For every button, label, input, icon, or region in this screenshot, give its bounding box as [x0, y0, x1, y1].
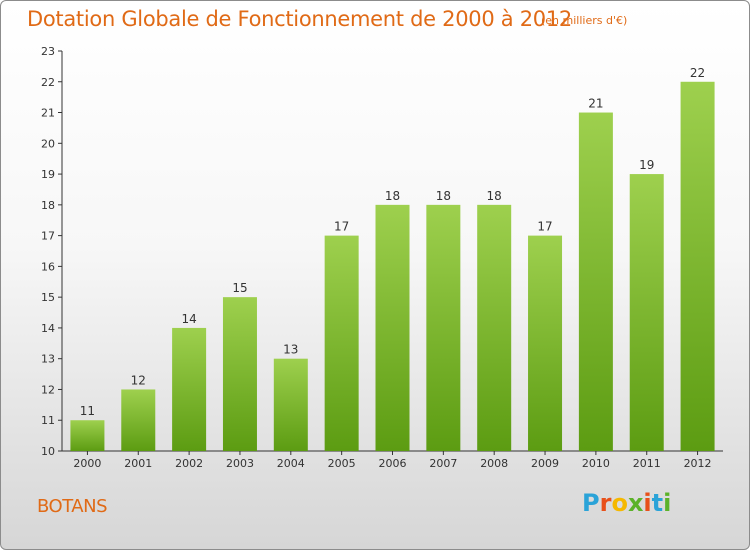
x-tick-label: 2011 [633, 457, 661, 470]
logo-letter: r [599, 489, 612, 517]
logo-letter: i [643, 489, 652, 517]
x-tick-label: 2001 [124, 457, 152, 470]
y-tick-label: 15 [41, 291, 55, 304]
bar [375, 204, 410, 451]
chart-title: Dotation Globale de Fonctionnement de 20… [27, 7, 572, 31]
bar [426, 204, 461, 451]
y-tick-label: 12 [41, 383, 55, 396]
logo-letter: x [627, 489, 644, 517]
proxiti-logo: Proxiti [582, 489, 671, 517]
x-tick-label: 2002 [175, 457, 203, 470]
commune-name: BOTANS [37, 496, 108, 517]
bar [528, 235, 563, 451]
bar-value-label: 17 [334, 220, 349, 234]
bar [680, 81, 715, 452]
bar-value-label: 15 [232, 281, 247, 295]
y-tick-label: 20 [41, 137, 55, 150]
x-tick-label: 2000 [73, 457, 101, 470]
y-tick-label: 23 [41, 45, 55, 58]
y-tick-label: 10 [41, 445, 55, 458]
bar [324, 235, 359, 451]
bar [172, 327, 207, 451]
bar-value-label: 17 [537, 220, 552, 234]
y-tick-label: 13 [41, 353, 55, 366]
x-tick-label: 2003 [226, 457, 254, 470]
logo-letter: o [611, 489, 628, 517]
bar [578, 112, 613, 452]
y-tick-label: 18 [41, 199, 55, 212]
bar-value-label: 14 [181, 312, 196, 326]
bar-value-label: 13 [283, 343, 298, 357]
x-tick-label: 2005 [328, 457, 356, 470]
y-tick-label: 11 [41, 414, 55, 427]
bar [70, 420, 105, 451]
x-tick-label: 2004 [277, 457, 305, 470]
bar [629, 174, 664, 452]
y-tick-label: 19 [41, 168, 55, 181]
x-tick-label: 2010 [582, 457, 610, 470]
chart-subtitle: (en milliers d'€) [541, 14, 628, 27]
x-tick-label: 2006 [379, 457, 407, 470]
logo-letter: P [582, 489, 600, 517]
logo-letter: t [651, 489, 664, 517]
bar-value-label: 18 [385, 189, 400, 203]
bar-value-label: 22 [690, 66, 705, 80]
y-tick-label: 14 [41, 322, 55, 335]
bar-value-label: 18 [436, 189, 451, 203]
x-tick-label: 2007 [429, 457, 457, 470]
bar-value-label: 19 [639, 158, 654, 172]
x-tick-label: 2009 [531, 457, 559, 470]
x-tick-label: 2012 [684, 457, 712, 470]
bar-value-label: 21 [588, 97, 603, 111]
y-tick-label: 22 [41, 76, 55, 89]
y-tick-label: 21 [41, 107, 55, 120]
y-tick-label: 16 [41, 260, 55, 273]
bar-value-label: 18 [487, 189, 502, 203]
x-tick-label: 2008 [480, 457, 508, 470]
bar [477, 204, 512, 451]
bar [121, 389, 156, 451]
bar-value-label: 12 [131, 373, 146, 387]
logo-letter: i [663, 489, 672, 517]
bar [222, 297, 257, 451]
bar-value-label: 11 [80, 404, 95, 418]
bar [273, 358, 308, 451]
y-tick-label: 17 [41, 230, 55, 243]
